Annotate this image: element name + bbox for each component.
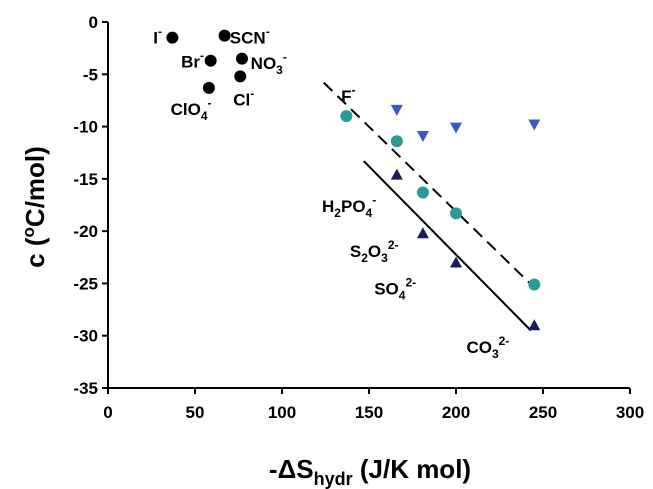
data-point bbox=[340, 110, 353, 123]
ion-label: CO32- bbox=[466, 334, 509, 361]
x-tick-label: 150 bbox=[355, 403, 383, 422]
ion-label: NO3- bbox=[251, 50, 287, 77]
solid-fit-line bbox=[363, 160, 532, 332]
y-tick-label: -20 bbox=[73, 222, 98, 241]
ion-label: SO42- bbox=[374, 276, 416, 303]
ion-label: Cl- bbox=[233, 86, 254, 109]
ion-label: F- bbox=[341, 83, 355, 106]
y-axis-title: c (oC/mol) bbox=[19, 146, 50, 268]
data-point bbox=[416, 227, 429, 239]
data-point bbox=[390, 104, 403, 116]
ticks: 0 50 100 150 200 250 300 0 -5 -10 -15 -20 -25 -30 -35 bbox=[73, 13, 644, 422]
data-point bbox=[204, 54, 217, 67]
x-tick-label: 50 bbox=[186, 403, 205, 422]
ion-label: H2PO4- bbox=[322, 193, 376, 220]
y-tick-label: -10 bbox=[73, 118, 98, 137]
data-point bbox=[450, 256, 462, 268]
axes bbox=[107, 22, 630, 389]
data-point bbox=[416, 186, 429, 199]
ion-label: SCN- bbox=[230, 25, 270, 48]
ion-label: S2O32- bbox=[350, 238, 399, 265]
data-point bbox=[528, 319, 541, 331]
y-tick-label: -30 bbox=[73, 327, 98, 346]
data-point bbox=[528, 119, 541, 131]
y-tick-label: -25 bbox=[73, 274, 98, 293]
data-point bbox=[390, 168, 403, 180]
data-point bbox=[416, 130, 429, 142]
fit-lines bbox=[323, 81, 535, 332]
x-tick-label: 250 bbox=[529, 403, 557, 422]
ion-label: ClO4- bbox=[171, 96, 212, 123]
data-point bbox=[528, 278, 541, 291]
data-point bbox=[218, 29, 231, 42]
x-tick-label: 200 bbox=[442, 403, 470, 422]
x-tick-label: 100 bbox=[268, 403, 296, 422]
ion-label: I- bbox=[153, 25, 162, 48]
x-axis-title: -ΔShydr (J/K mol) bbox=[269, 454, 471, 489]
dashed-fit-line bbox=[323, 81, 535, 289]
data-point bbox=[450, 207, 462, 220]
x-tick-label: 0 bbox=[103, 403, 112, 422]
data-point bbox=[234, 70, 247, 83]
y-tick-label: 0 bbox=[89, 13, 98, 32]
y-tick-label: -5 bbox=[83, 65, 98, 84]
annotations: I- SCN- Br- NO3- ClO4- Cl- F- H2PO4- S2O32- SO42-… bbox=[153, 25, 509, 362]
data-points bbox=[166, 29, 541, 331]
y-tick-label: -15 bbox=[73, 170, 98, 189]
y-tick-label: -35 bbox=[73, 379, 98, 398]
x-tick-label: 300 bbox=[616, 403, 644, 422]
data-point bbox=[235, 52, 248, 65]
data-point bbox=[166, 31, 179, 44]
ion-label: Br- bbox=[181, 49, 204, 72]
data-point bbox=[450, 122, 462, 134]
data-point bbox=[202, 81, 215, 94]
data-point bbox=[390, 135, 403, 148]
